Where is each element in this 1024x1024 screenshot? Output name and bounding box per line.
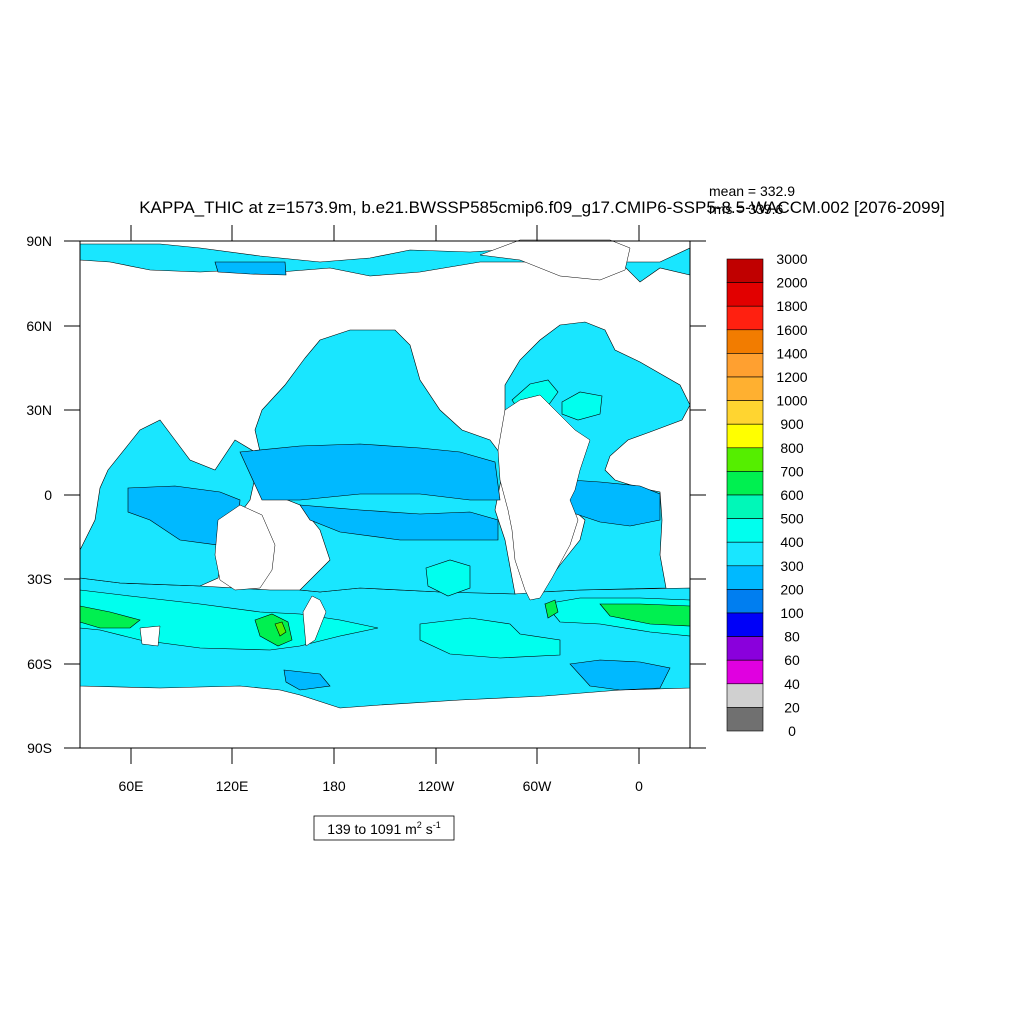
plot-title: KAPPA_THIC at z=1573.9m, b.e21.BWSSP585c… xyxy=(139,198,945,217)
colorbar-swatch xyxy=(726,282,764,307)
colorbar-swatch xyxy=(726,541,764,567)
y-tick-label: 30S xyxy=(27,571,52,587)
y-tick-label: 30N xyxy=(26,402,52,418)
colorbar-label: 100 xyxy=(780,605,804,621)
land-masses xyxy=(139,239,631,647)
rms-label: rms = 339.6 xyxy=(709,201,784,217)
africa-land xyxy=(497,394,591,601)
x-tick-label: 180 xyxy=(322,778,346,794)
new-zealand-land xyxy=(302,595,327,647)
colorbar-swatch xyxy=(726,258,764,283)
y-tick-label: 60N xyxy=(26,318,52,334)
colorbar-label: 40 xyxy=(784,676,800,692)
colorbar-swatch xyxy=(726,659,764,685)
colorbar-label: 1200 xyxy=(776,369,807,385)
y-tick-label: 60S xyxy=(27,656,52,672)
japan-land xyxy=(479,239,631,281)
colorbar-swatch xyxy=(726,494,764,519)
y-tick-label: 90N xyxy=(26,233,52,249)
colorbar-label: 0 xyxy=(788,723,796,739)
colorbar-swatch xyxy=(726,565,764,590)
colorbar-label: 200 xyxy=(780,581,804,597)
y-tick-labels: 90N 60N 30N 0 30S 60S 90S xyxy=(26,233,52,756)
colorbar-swatch xyxy=(726,423,764,449)
colorbar-label: 2000 xyxy=(776,275,807,291)
range-text: 139 to 1091 m2 s-1 xyxy=(327,820,440,837)
x-tick-label: 0 xyxy=(635,778,643,794)
colorbar-label: 800 xyxy=(780,440,804,456)
colorbar-label: 1600 xyxy=(776,322,807,338)
colorbar-label: 80 xyxy=(784,629,800,645)
y-tick-label: 90S xyxy=(27,740,52,756)
mean-label: mean = 332.9 xyxy=(709,183,795,199)
range-box: 139 to 1091 m2 s-1 xyxy=(313,815,455,841)
colorbar-swatch xyxy=(726,447,764,472)
colorbar-label: 3000 xyxy=(776,251,807,267)
colorbar-label: 400 xyxy=(780,534,804,550)
map-panel: 90N 60N 30N 0 30S 60S 90S 60E 120E 180 1… xyxy=(26,225,706,794)
ocean-fill xyxy=(79,243,691,709)
x-tick-label: 120W xyxy=(418,778,455,794)
x-tick-label: 60W xyxy=(523,778,553,794)
jet-cores xyxy=(79,599,691,647)
colorbar-swatch xyxy=(726,400,764,425)
colorbar-swatch xyxy=(726,589,764,614)
x-tick-label: 60E xyxy=(119,778,144,794)
colorbar-label: 700 xyxy=(780,463,804,479)
colorbar-swatch xyxy=(726,329,764,354)
x-tick-label: 120E xyxy=(216,778,249,794)
colorbar-swatch xyxy=(726,376,764,401)
colorbar-label: 300 xyxy=(780,558,804,574)
colorbar-swatch xyxy=(726,353,764,378)
colorbar-swatch xyxy=(726,636,764,661)
colorbar-label: 1800 xyxy=(776,298,807,314)
tropical-bands xyxy=(127,261,671,691)
colorbar-label: 1400 xyxy=(776,345,807,361)
colorbar-label: 20 xyxy=(784,699,800,715)
colorbar-label: 60 xyxy=(784,652,800,668)
colorbar-label: 500 xyxy=(780,511,804,527)
colorbar-swatch xyxy=(726,707,764,732)
colorbar-swatch xyxy=(726,305,764,331)
colorbar-swatch xyxy=(726,471,764,496)
antarctic-island xyxy=(139,625,161,647)
colorbar-swatch xyxy=(726,612,764,637)
x-tick-labels: 60E 120E 180 120W 60W 0 xyxy=(119,778,644,794)
colorbar-swatch xyxy=(726,518,764,543)
colorbar: 3000200018001600140012001000900800700600… xyxy=(726,251,808,739)
y-tick-label: 0 xyxy=(44,487,52,503)
tick-marks xyxy=(64,225,706,764)
colorbar-label: 900 xyxy=(780,416,804,432)
colorbar-swatch xyxy=(726,683,764,708)
colorbar-label: 600 xyxy=(780,487,804,503)
australia-land xyxy=(214,504,276,591)
colorbar-label: 1000 xyxy=(776,393,807,409)
